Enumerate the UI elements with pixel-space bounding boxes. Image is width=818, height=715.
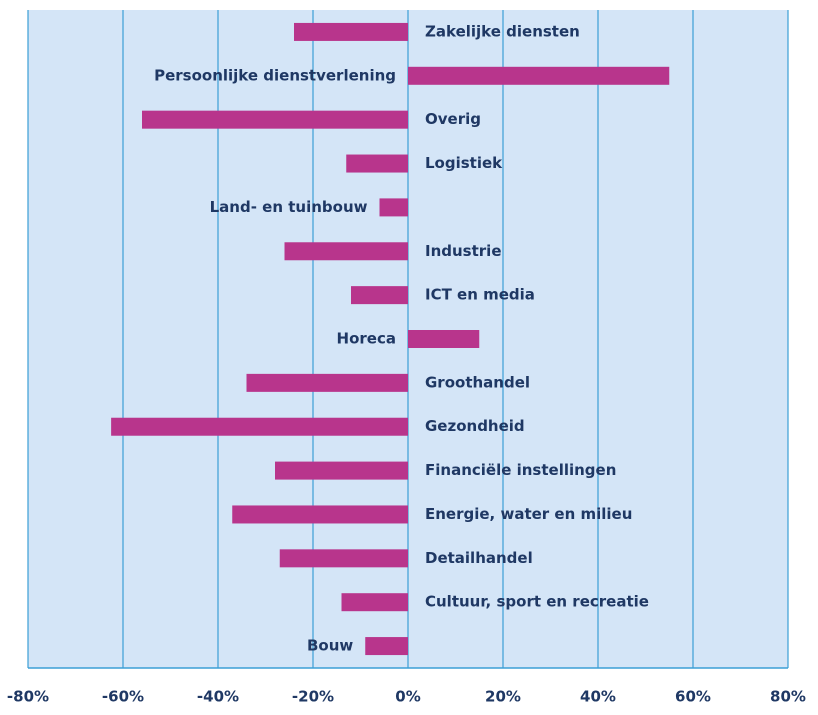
category-label: Overig [425,110,481,128]
category-label: Detailhandel [425,549,533,567]
bar [365,637,408,656]
bar [275,461,408,480]
category-label: Energie, water en milieu [425,505,632,523]
category-label: Groothandel [425,373,530,391]
category-label: Zakelijke diensten [425,22,580,40]
bar [379,198,408,217]
bar [341,593,408,612]
bar [246,373,408,392]
bar [346,154,408,173]
x-tick-label: -60% [102,688,144,706]
category-label: Logistiek [425,154,503,172]
x-tick-label: 0% [395,688,420,706]
category-label: Persoonlijke dienstverlening [154,66,396,84]
category-label: Financiële instellingen [425,461,616,479]
bar [232,505,408,524]
category-label: Bouw [307,637,353,655]
x-tick-label: -80% [7,688,49,706]
bar [279,549,408,568]
bar [142,110,408,129]
x-tick-label: 60% [675,688,711,706]
bar [408,66,670,85]
category-label: Gezondheid [425,417,525,435]
category-label: Horeca [337,330,396,348]
bar [408,330,480,348]
x-tick-label: -20% [292,688,334,706]
x-tick-label: -40% [197,688,239,706]
x-tick-label: 20% [485,688,521,706]
bar [351,286,408,305]
bar [111,417,408,436]
category-label: Land- en tuinbouw [210,198,368,216]
bar [294,22,408,41]
category-label: Cultuur, sport en recreatie [425,593,649,611]
x-tick-label: 80% [770,688,806,706]
bar [284,242,408,261]
x-tick-label: 40% [580,688,616,706]
category-label: ICT en media [425,286,535,304]
category-label: Industrie [425,242,502,260]
